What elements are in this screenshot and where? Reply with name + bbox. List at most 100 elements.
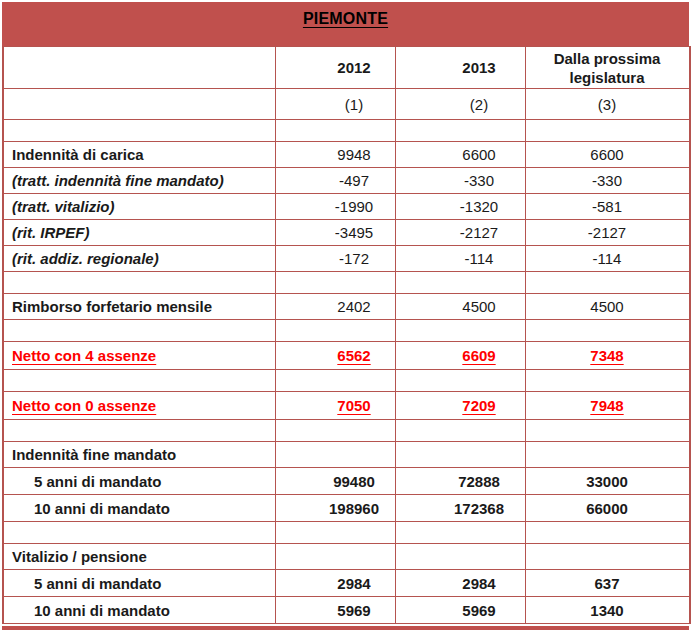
row-value: -497 <box>275 168 395 194</box>
row-value <box>525 522 690 544</box>
header-next-legislature: Dalla prossima legislatura <box>525 47 690 89</box>
row-value: 172368 <box>395 495 525 522</box>
row-value <box>525 544 690 570</box>
column-number-row: (1) (2) (3) <box>3 89 690 120</box>
row-value: -330 <box>395 168 525 194</box>
table-row: (rit. IRPEF)-3495-2127-2127 <box>3 220 690 246</box>
row-value: -330 <box>525 168 690 194</box>
table-row: Indennità di carica994866006600 <box>3 142 690 168</box>
row-value: -2127 <box>395 220 525 246</box>
row-label: (rit. addiz. regionale) <box>3 246 275 272</box>
region-title: PIEMONTE <box>303 10 388 28</box>
row-label <box>3 272 275 294</box>
row-label: 10 anni di mandato <box>3 495 275 522</box>
row-value: 72888 <box>395 468 525 495</box>
table-row: 5 anni di mandato994807288833000 <box>3 468 690 495</box>
row-value <box>395 120 525 142</box>
row-value <box>395 522 525 544</box>
row-value <box>395 320 525 342</box>
row-value: 7050 <box>275 392 395 420</box>
row-value <box>395 544 525 570</box>
row-label: 10 anni di mandato <box>3 597 275 624</box>
spacer-row <box>3 420 690 442</box>
header-year-2012: 2012 <box>275 47 395 89</box>
row-label <box>3 320 275 342</box>
column-number-3: (3) <box>525 89 690 120</box>
table-row: Rimborso forfetario mensile240245004500 <box>3 294 690 320</box>
row-label: 5 anni di mandato <box>3 570 275 597</box>
spacer-row <box>3 522 690 544</box>
number-empty-cell <box>3 89 275 120</box>
row-value: 2984 <box>395 570 525 597</box>
table-row: 10 anni di mandato596959691340 <box>3 597 690 624</box>
row-label: Netto con 4 assenze <box>3 342 275 370</box>
spacer-row <box>3 272 690 294</box>
table-row: Netto con 4 assenze656266097348 <box>3 342 690 370</box>
row-value: 6609 <box>395 342 525 370</box>
bottom-accent-strip <box>2 626 689 630</box>
row-value <box>525 370 690 392</box>
row-value <box>395 442 525 468</box>
spacer-row <box>3 370 690 392</box>
row-value: 7948 <box>525 392 690 420</box>
table-row: Vitalizio / pensione <box>3 544 690 570</box>
row-label: Rimborso forfetario mensile <box>3 294 275 320</box>
row-value: 198960 <box>275 495 395 522</box>
row-label <box>3 522 275 544</box>
row-label <box>3 120 275 142</box>
row-value <box>275 544 395 570</box>
row-value: -3495 <box>275 220 395 246</box>
row-value <box>525 272 690 294</box>
table-row: Netto con 0 assenze705072097948 <box>3 392 690 420</box>
row-value: -2127 <box>525 220 690 246</box>
row-value: 1340 <box>525 597 690 624</box>
row-label: Indennità di carica <box>3 142 275 168</box>
row-value <box>525 120 690 142</box>
row-label: 5 anni di mandato <box>3 468 275 495</box>
header-year-2013: 2013 <box>395 47 525 89</box>
row-value: 5969 <box>395 597 525 624</box>
row-value: 6600 <box>525 142 690 168</box>
table-row: (tratt. indennità fine mandato)-497-330-… <box>3 168 690 194</box>
row-value: 4500 <box>395 294 525 320</box>
row-value: 4500 <box>525 294 690 320</box>
row-value <box>525 320 690 342</box>
row-label: Vitalizio / pensione <box>3 544 275 570</box>
row-label <box>3 370 275 392</box>
compensation-table: 2012 2013 Dalla prossima legislatura (1)… <box>2 46 691 624</box>
row-value: 6600 <box>395 142 525 168</box>
table-row: Indennità fine mandato <box>3 442 690 468</box>
row-value: -581 <box>525 194 690 220</box>
row-value: -1320 <box>395 194 525 220</box>
row-value <box>275 522 395 544</box>
row-label: (tratt. vitalizio) <box>3 194 275 220</box>
row-label: (rit. IRPEF) <box>3 220 275 246</box>
row-value <box>275 120 395 142</box>
row-value: 2984 <box>275 570 395 597</box>
row-value <box>275 370 395 392</box>
table-row: 10 anni di mandato19896017236866000 <box>3 495 690 522</box>
row-value: -114 <box>395 246 525 272</box>
row-label: Indennità fine mandato <box>3 442 275 468</box>
row-value: 7209 <box>395 392 525 420</box>
row-value <box>275 420 395 442</box>
row-value <box>275 272 395 294</box>
row-label <box>3 420 275 442</box>
region-banner: PIEMONTE <box>2 2 689 46</box>
table-row: 5 anni di mandato29842984637 <box>3 570 690 597</box>
row-value: 33000 <box>525 468 690 495</box>
row-value <box>395 272 525 294</box>
row-value: 6562 <box>275 342 395 370</box>
table-row: (rit. addiz. regionale)-172-114-114 <box>3 246 690 272</box>
row-value <box>395 370 525 392</box>
row-value: 637 <box>525 570 690 597</box>
row-value: 66000 <box>525 495 690 522</box>
column-number-2: (2) <box>395 89 525 120</box>
row-label: (tratt. indennità fine mandato) <box>3 168 275 194</box>
row-label: Netto con 0 assenze <box>3 392 275 420</box>
row-value: 7348 <box>525 342 690 370</box>
row-value: 99480 <box>275 468 395 495</box>
row-value <box>395 420 525 442</box>
row-value <box>275 442 395 468</box>
row-value: -114 <box>525 246 690 272</box>
